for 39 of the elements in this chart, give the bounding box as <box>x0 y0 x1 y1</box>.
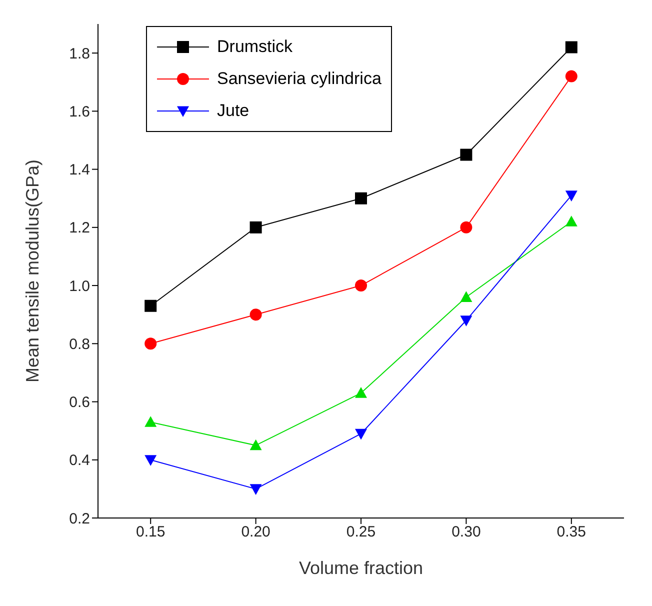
y-tick-label: 1.0 <box>69 278 90 295</box>
x-tick-label: 0.20 <box>241 524 270 541</box>
legend-label: Jute <box>217 101 250 121</box>
point <box>355 387 367 398</box>
point <box>250 308 262 321</box>
point <box>565 70 578 82</box>
point <box>250 221 262 234</box>
point <box>144 416 157 427</box>
y-tick-label: 0.2 <box>69 510 90 528</box>
point <box>144 455 157 466</box>
y-tick-label: 1.2 <box>69 220 90 237</box>
point <box>355 428 367 440</box>
legend-label: Sansevieria cylindrica <box>217 69 382 89</box>
x-axis-title: Volume fraction <box>298 558 424 578</box>
point <box>144 338 157 350</box>
point <box>355 192 367 204</box>
point <box>460 291 472 302</box>
x-tick-label: 0.30 <box>452 524 481 541</box>
y-tick-label: 1.4 <box>69 162 90 179</box>
point <box>460 316 472 326</box>
y-tick-label: 1.6 <box>69 104 90 120</box>
y-tick-label: 0.4 <box>69 452 90 470</box>
x-tick-label: 0.35 <box>556 524 586 541</box>
y-axis-title: Mean tensile modulus(GPa) <box>22 159 42 383</box>
point <box>355 280 367 292</box>
y-tick-label: 0.8 <box>69 336 90 353</box>
point <box>565 190 578 202</box>
x-tick-label: 0.25 <box>346 524 376 541</box>
y-tick-label: 1.8 <box>69 45 90 62</box>
point <box>250 439 262 450</box>
point <box>565 216 578 226</box>
y-tick-label: 0.6 <box>69 394 90 412</box>
point <box>144 300 157 312</box>
x-tick-label: 0.15 <box>136 524 166 541</box>
point <box>460 221 472 234</box>
legend-label: Drumstick <box>217 37 293 57</box>
point <box>460 148 472 161</box>
point <box>250 484 262 495</box>
point <box>565 41 578 54</box>
